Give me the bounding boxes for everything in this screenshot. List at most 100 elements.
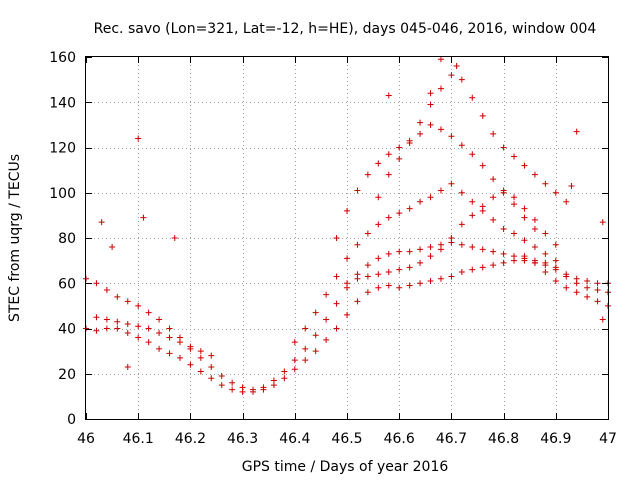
data-point-track-b (385, 250, 392, 257)
data-point-track-c (406, 205, 413, 212)
data-point-outlier (98, 219, 105, 226)
data-point-track-a (333, 325, 340, 332)
data-point-track-g (103, 316, 110, 323)
data-point-track-c (448, 180, 455, 187)
data-point-track-f (375, 194, 382, 201)
data-point-track-a (197, 368, 204, 375)
data-point-track-a (500, 259, 507, 266)
data-point-track-b (291, 357, 298, 364)
data-point-track-b (427, 244, 434, 251)
data-point-track-g (114, 318, 121, 325)
data-point-track-b (270, 377, 277, 384)
data-point-track-a (145, 339, 152, 346)
data-point-track-b (323, 316, 330, 323)
data-point-track-a (417, 280, 424, 287)
grid-lines (86, 57, 608, 419)
data-point-track-f (458, 76, 465, 83)
data-point-track-c (469, 198, 476, 205)
data-point-track-b (229, 379, 236, 386)
data-point-track-b (573, 275, 580, 282)
x-tick-label: 46.4 (279, 431, 310, 447)
data-point-track-e (344, 280, 350, 287)
data-point-track-d (427, 121, 434, 128)
data-point-track-f (542, 180, 549, 187)
data-point-track-b (281, 368, 288, 375)
data-point-track-g (93, 314, 100, 321)
data-point-track-e (385, 268, 392, 275)
data-point-track-b (156, 316, 163, 323)
data-points (83, 56, 611, 395)
data-point-track-c (323, 291, 330, 298)
data-point-track-a (406, 282, 413, 289)
data-point-track-b (469, 244, 476, 251)
data-point-track-b (312, 332, 319, 339)
data-point-track-c (302, 325, 309, 332)
data-point-track-b (239, 384, 246, 391)
data-point-track-b (500, 250, 507, 257)
data-point-track-e (437, 246, 444, 253)
data-point-track-b (103, 287, 110, 294)
data-point-track-g (156, 330, 163, 337)
data-point-track-a (437, 275, 444, 282)
y-axis-label: STEC from uqrg / TECUs (7, 154, 23, 322)
data-point-track-a (176, 354, 183, 361)
data-point-track-d (469, 151, 476, 158)
y-tick-label: 140 (49, 95, 76, 111)
data-point-track-h (594, 298, 601, 305)
data-point-track-a (156, 345, 163, 352)
data-point-track-a (229, 386, 236, 393)
y-tick-label: 0 (67, 412, 76, 428)
data-point-track-a (323, 336, 330, 343)
data-point-track-h (563, 284, 570, 291)
data-point-track-c (364, 230, 371, 237)
data-point-track-c (427, 194, 434, 201)
data-point-track-b (552, 264, 559, 271)
data-point-track-f (417, 119, 424, 126)
data-point-track-b (542, 259, 549, 266)
data-point-track-d (490, 176, 497, 183)
data-point-track-b (260, 384, 267, 391)
data-point-track-a (166, 350, 173, 357)
data-point-track-e (427, 253, 434, 260)
data-point-track-g (135, 323, 142, 330)
data-point-track-a (594, 287, 601, 294)
data-point-track-d (375, 160, 382, 167)
data-point-track-d (437, 126, 444, 133)
data-point-track-a (103, 325, 110, 332)
x-tick-label: 46.3 (227, 431, 258, 447)
data-point-outlier (109, 244, 116, 251)
data-point-track-b (145, 309, 152, 316)
data-point-track-b (93, 280, 100, 287)
data-point-track-c (291, 339, 298, 346)
data-point-track-e (406, 264, 413, 271)
data-point-track-c (490, 216, 497, 223)
data-point-track-d (479, 162, 486, 169)
data-point-track-a (135, 334, 142, 341)
chart-title: Rec. savo (Lon=321, Lat=-12, h=HE), days… (94, 21, 597, 37)
x-tick-label: 46.9 (540, 431, 571, 447)
x-tick-label: 46.2 (175, 431, 206, 447)
data-point-track-d (521, 214, 528, 221)
data-point-track-b (250, 386, 257, 393)
data-point-track-b (166, 325, 173, 332)
data-point-track-a (584, 284, 591, 291)
data-point-track-d (458, 142, 465, 149)
x-axis-label: GPS time / Days of year 2016 (242, 459, 449, 475)
data-point-track-a (187, 361, 194, 368)
y-tick-label: 60 (58, 276, 76, 292)
data-point-outlier (437, 56, 444, 63)
data-point-track-h (531, 259, 538, 266)
data-point-track-a (385, 282, 392, 289)
data-point-track-d (396, 144, 403, 151)
data-point-track-c (521, 237, 528, 244)
data-point-track-h (552, 277, 559, 284)
data-point-track-e (479, 203, 486, 210)
data-point-track-a (291, 366, 298, 373)
data-point-track-e (552, 241, 559, 248)
data-point-track-e (531, 216, 538, 223)
x-tick-label: 46.8 (488, 431, 519, 447)
plot-frame (85, 56, 609, 420)
data-point-track-c (531, 244, 538, 251)
data-point-track-a (375, 284, 382, 291)
data-point-track-b (458, 241, 465, 248)
